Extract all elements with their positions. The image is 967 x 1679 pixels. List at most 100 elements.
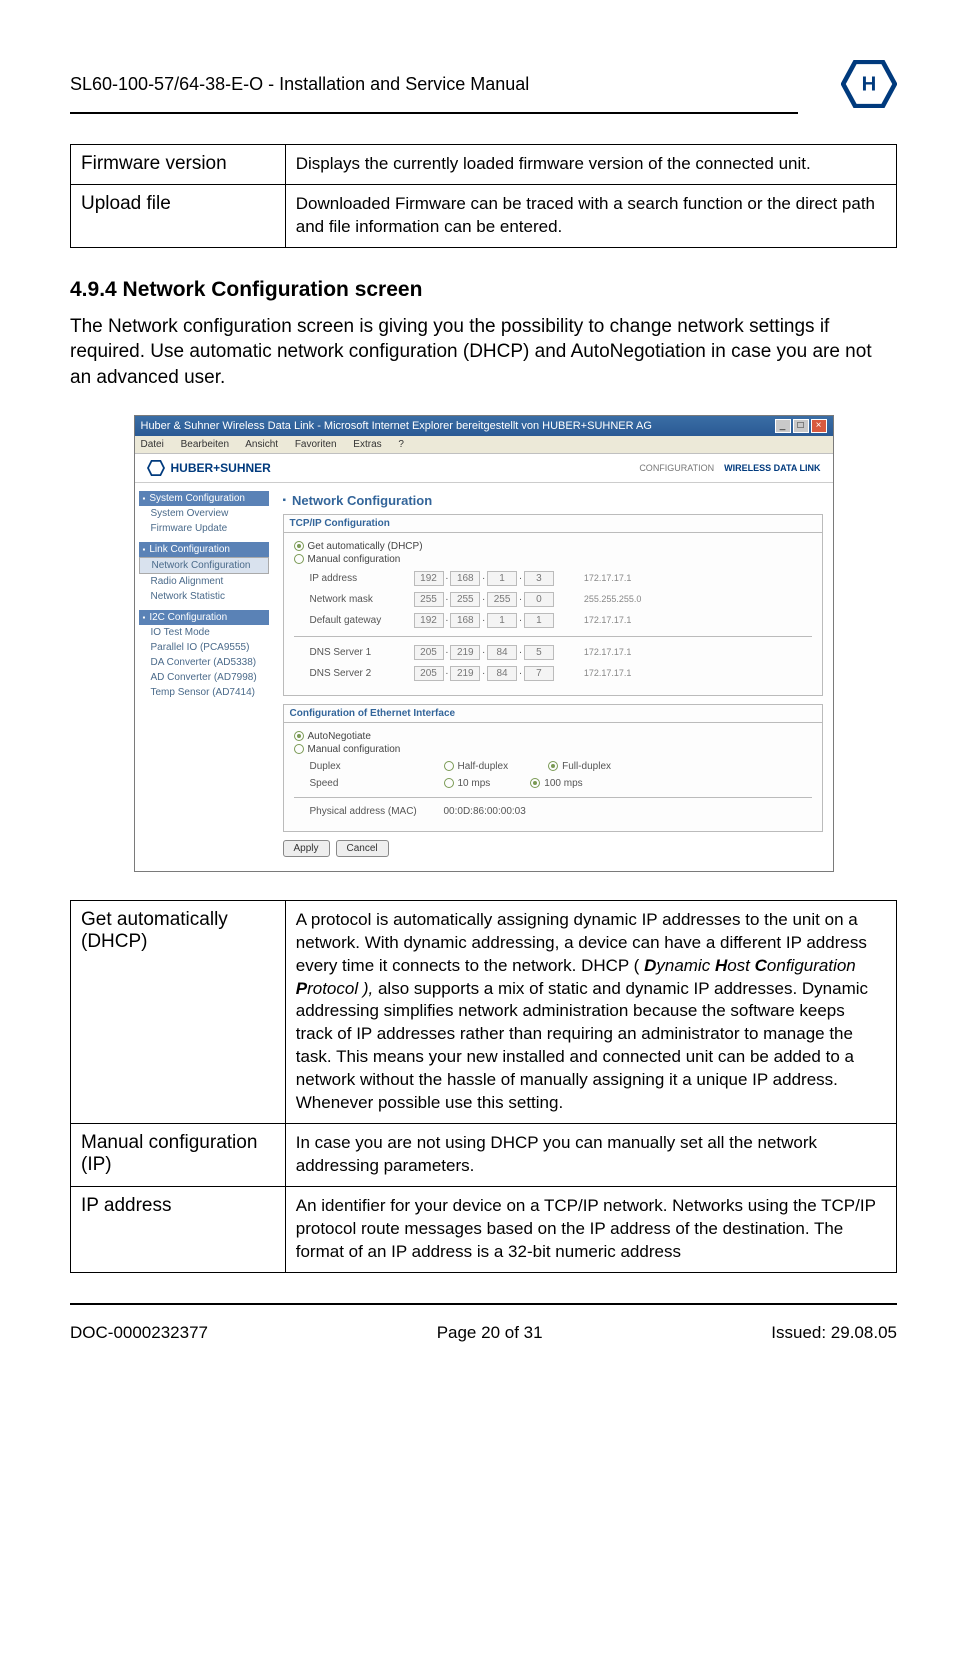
mac-value: 00:0D:86:00:00:03 [444, 806, 526, 817]
duplex-full[interactable]: Full-duplex [548, 761, 611, 772]
doc-header: SL60-100-57/64-38-E-O - Installation and… [70, 74, 529, 95]
opt-label: Half-duplex [458, 761, 509, 772]
sidebar-item[interactable]: DA Converter (AD5338) [139, 655, 269, 670]
menu-item-favoriten[interactable]: Favoriten [295, 439, 337, 450]
menu-item-help[interactable]: ? [398, 439, 404, 450]
sidebar-group-head[interactable]: Link Configuration [139, 542, 269, 557]
ip-octet-input[interactable] [487, 571, 517, 586]
ip-octet-input[interactable] [524, 613, 554, 628]
ip-octet-input[interactable] [450, 613, 480, 628]
footer-issued: Issued: 29.08.05 [771, 1323, 897, 1343]
cfg-label: IP address [294, 573, 414, 584]
eth-box-title: Configuration of Ethernet Interface [284, 705, 822, 723]
sidebar-group-head[interactable]: System Configuration [139, 491, 269, 506]
brand: HUBER+SUHNER [147, 460, 271, 476]
sidebar-item[interactable]: System Overview [139, 506, 269, 521]
radio-icon [294, 541, 304, 551]
ip-octet-input[interactable] [450, 645, 480, 660]
sidebar-item[interactable]: Radio Alignment [139, 574, 269, 589]
speed-label: Speed [294, 778, 444, 789]
sidebar-item[interactable]: Network Statistic [139, 589, 269, 604]
cfg-label: DNS Server 2 [294, 668, 414, 679]
cancel-button[interactable]: Cancel [336, 840, 389, 857]
radio-icon [294, 731, 304, 741]
cfg-row: DNS Server 2...172.17.17.1 [294, 666, 812, 681]
ip-octet-input[interactable] [450, 571, 480, 586]
sidebar-item[interactable]: AD Converter (AD7998) [139, 670, 269, 685]
sidebar-item[interactable]: Temp Sensor (AD7414) [139, 685, 269, 700]
table-row: Get automatically (DHCP) A protocol is a… [71, 900, 897, 1123]
minimize-icon[interactable]: _ [775, 419, 791, 433]
radio-manual[interactable]: Manual configuration [294, 554, 812, 565]
radio-dhcp[interactable]: Get automatically (DHCP) [294, 541, 812, 552]
radio-eth-manual[interactable]: Manual configuration [294, 744, 812, 755]
panel-title-text: Network Configuration [292, 493, 432, 508]
term-cell: Get automatically (DHCP) [71, 900, 286, 1123]
ip-octet-input[interactable] [524, 645, 554, 660]
ip-octet-input[interactable] [487, 645, 517, 660]
term-cell: IP address [71, 1187, 286, 1273]
ip-octet-input[interactable] [487, 613, 517, 628]
ip-octet-input[interactable] [524, 571, 554, 586]
table-row: Firmware version Displays the currently … [71, 145, 897, 185]
brand-text: HUBER+SUHNER [171, 461, 271, 475]
opt-label: 100 mps [544, 778, 582, 789]
eth-speed-row: Speed 10 mps 100 mps [294, 778, 812, 789]
ip-octet-input[interactable] [414, 666, 444, 681]
separator [294, 797, 812, 798]
sidebar-item[interactable]: Firmware Update [139, 521, 269, 536]
table-row: IP address An identifier for your device… [71, 1187, 897, 1273]
radio-icon [294, 744, 304, 754]
cfg-label: Default gateway [294, 615, 414, 626]
eth-mac-row: Physical address (MAC) 00:0D:86:00:00:03 [294, 806, 812, 817]
close-icon[interactable]: × [811, 419, 827, 433]
sidebar-item[interactable]: Network Configuration [139, 557, 269, 574]
desc-cell: In case you are not using DHCP you can m… [285, 1124, 896, 1187]
ip-octet-input[interactable] [414, 645, 444, 660]
duplex-half[interactable]: Half-duplex [444, 761, 509, 772]
brand-hex-icon [147, 460, 165, 476]
desc-cell: Displays the currently loaded firmware v… [285, 145, 896, 185]
header-rule [70, 112, 798, 114]
tcpip-box-title: TCP/IP Configuration [284, 515, 822, 533]
header-text-config: CONFIGURATION [639, 463, 714, 473]
footer-page: Page 20 of 31 [437, 1323, 543, 1343]
speed-10[interactable]: 10 mps [444, 778, 491, 789]
term-cell: Firmware version [71, 145, 286, 185]
speed-100[interactable]: 100 mps [530, 778, 582, 789]
window-controls: _ □ × [775, 419, 827, 433]
header-text-wdl: WIRELESS DATA LINK [724, 463, 820, 473]
footer-rule [70, 1303, 897, 1305]
term-cell: Upload file [71, 184, 286, 247]
radio-autoneg[interactable]: AutoNegotiate [294, 731, 812, 742]
sidebar-item[interactable]: IO Test Mode [139, 625, 269, 640]
radio-icon [444, 761, 454, 771]
ip-octet-input[interactable] [414, 571, 444, 586]
cfg-row: IP address...172.17.17.1 [294, 571, 812, 586]
svg-text:H: H [862, 73, 877, 95]
ip-octet-input[interactable] [414, 592, 444, 607]
ip-octet-input[interactable] [524, 592, 554, 607]
menu-item-datei[interactable]: Datei [141, 439, 164, 450]
sidebar: System ConfigurationSystem OverviewFirmw… [135, 483, 273, 871]
apply-button[interactable]: Apply [283, 840, 330, 857]
eth-box: Configuration of Ethernet Interface Auto… [283, 704, 823, 832]
ip-octet-input[interactable] [487, 666, 517, 681]
ip-octet-input[interactable] [487, 592, 517, 607]
ip-octet-input[interactable] [414, 613, 444, 628]
sidebar-item[interactable]: Parallel IO (PCA9555) [139, 640, 269, 655]
menu-item-extras[interactable]: Extras [353, 439, 381, 450]
cfg-example: 172.17.17.1 [584, 615, 632, 625]
table-row: Manual configuration (IP) In case you ar… [71, 1124, 897, 1187]
definition-table-1: Firmware version Displays the currently … [70, 144, 897, 248]
maximize-icon[interactable]: □ [793, 419, 809, 433]
footer-doc-id: DOC-0000232377 [70, 1323, 208, 1343]
table-row: Upload file Downloaded Firmware can be t… [71, 184, 897, 247]
ip-octet-input[interactable] [450, 592, 480, 607]
menu-item-bearbeiten[interactable]: Bearbeiten [181, 439, 229, 450]
ip-octet-input[interactable] [450, 666, 480, 681]
menu-item-ansicht[interactable]: Ansicht [245, 439, 278, 450]
panel-title: Network Configuration [283, 493, 823, 508]
ip-octet-input[interactable] [524, 666, 554, 681]
sidebar-group-head[interactable]: I2C Configuration [139, 610, 269, 625]
